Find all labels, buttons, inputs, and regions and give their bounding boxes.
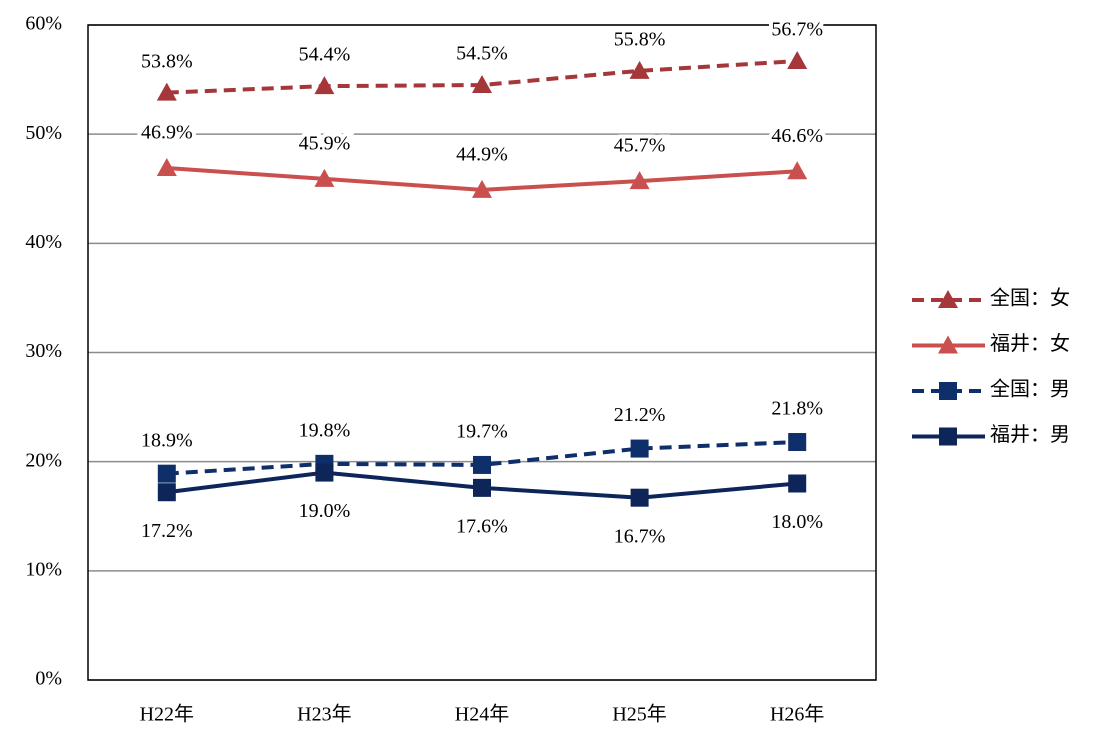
marker [156,158,177,177]
marker [939,382,957,400]
marker [314,168,335,187]
x-tick-label: H22年 [140,703,194,726]
data-label: 45.7% [614,135,666,157]
y-tick-label: 10% [25,558,62,580]
y-tick-label: 0% [35,668,62,690]
y-tick-label: 20% [25,449,62,471]
x-tick-label: H26年 [770,703,824,726]
y-tick-label: 60% [25,13,62,35]
data-label: 17.6% [456,515,508,537]
marker [787,161,808,180]
y-tick-label: 30% [25,340,62,362]
data-label: 21.8% [771,398,823,420]
data-label: 18.9% [141,429,193,451]
data-label: 21.2% [614,404,666,426]
data-label: 55.8% [614,28,666,50]
marker [629,60,650,79]
marker [939,427,957,446]
marker [630,439,649,458]
marker [787,51,808,70]
legend-label: 全国：女 [990,287,1070,310]
data-label: 54.5% [456,43,508,65]
data-label: 19.7% [456,421,508,443]
marker [938,290,958,308]
marker [314,76,335,95]
marker [472,179,492,198]
marker [938,335,958,354]
legend-label: 福井：男 [990,423,1070,446]
data-label: 44.9% [456,143,508,165]
marker [157,464,176,483]
marker [788,433,807,452]
marker [473,478,491,497]
x-tick-label: H25年 [612,703,666,726]
marker [473,455,491,474]
data-label: 16.7% [614,525,666,547]
data-label: 54.4% [299,44,351,66]
data-label: 45.9% [299,133,351,155]
data-label: 46.6% [771,125,823,147]
x-tick-label: H24年 [455,703,509,726]
data-label: 19.8% [299,419,351,441]
marker [472,75,492,94]
data-label: 17.2% [141,520,193,542]
legend-label: 福井：女 [990,332,1070,355]
plot-frame [87,24,877,681]
data-label: 46.9% [141,122,193,144]
y-tick-label: 40% [25,231,62,253]
data-label: 56.7% [771,19,823,41]
x-tick-label: H23年 [297,703,351,726]
marker [157,483,176,502]
marker [788,474,807,493]
marker [156,82,177,101]
marker [315,463,334,482]
data-label: 18.0% [771,511,823,533]
marker [630,488,649,507]
y-tick-label: 50% [25,122,62,144]
data-label: 53.8% [141,50,193,72]
legend-label: 全国：男 [990,378,1070,401]
marker [629,171,650,190]
data-label: 19.0% [299,500,351,522]
